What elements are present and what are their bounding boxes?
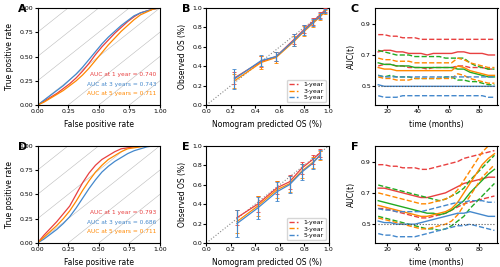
Y-axis label: AUC(t): AUC(t) [346,182,356,207]
Y-axis label: True positive rate: True positive rate [5,23,14,90]
X-axis label: time (months): time (months) [409,120,464,129]
Text: AUC at 1 year = 0.793: AUC at 1 year = 0.793 [90,210,156,215]
Text: AUC at 3 years = 0.743: AUC at 3 years = 0.743 [86,82,156,87]
Text: E: E [182,142,190,152]
Text: F: F [350,142,358,152]
X-axis label: time (months): time (months) [409,258,464,267]
Y-axis label: Observed OS (%): Observed OS (%) [178,24,186,89]
X-axis label: Nomogram predicted OS (%): Nomogram predicted OS (%) [212,120,322,129]
Text: A: A [18,4,26,14]
Text: AUC at 1 year = 0.740: AUC at 1 year = 0.740 [90,72,156,77]
Text: AUC at 3 years = 0.686: AUC at 3 years = 0.686 [87,219,156,225]
Legend: 1-year, 3-year, 5-year: 1-year, 3-year, 5-year [287,218,326,240]
Text: C: C [350,4,359,14]
Y-axis label: Observed OS (%): Observed OS (%) [178,162,186,227]
Y-axis label: True positive rate: True positive rate [5,161,14,228]
Y-axis label: AUC(t): AUC(t) [346,44,356,69]
Legend: 1-year, 3-year, 5-year: 1-year, 3-year, 5-year [287,80,326,102]
Text: D: D [18,142,27,152]
Text: AUC at 5 years = 0.711: AUC at 5 years = 0.711 [87,91,156,96]
X-axis label: False positive rate: False positive rate [64,120,134,129]
Text: B: B [182,4,190,14]
Text: AUC at 5 years = 0.711: AUC at 5 years = 0.711 [87,229,156,234]
X-axis label: False positive rate: False positive rate [64,258,134,267]
X-axis label: Nomogram predicted OS (%): Nomogram predicted OS (%) [212,258,322,267]
